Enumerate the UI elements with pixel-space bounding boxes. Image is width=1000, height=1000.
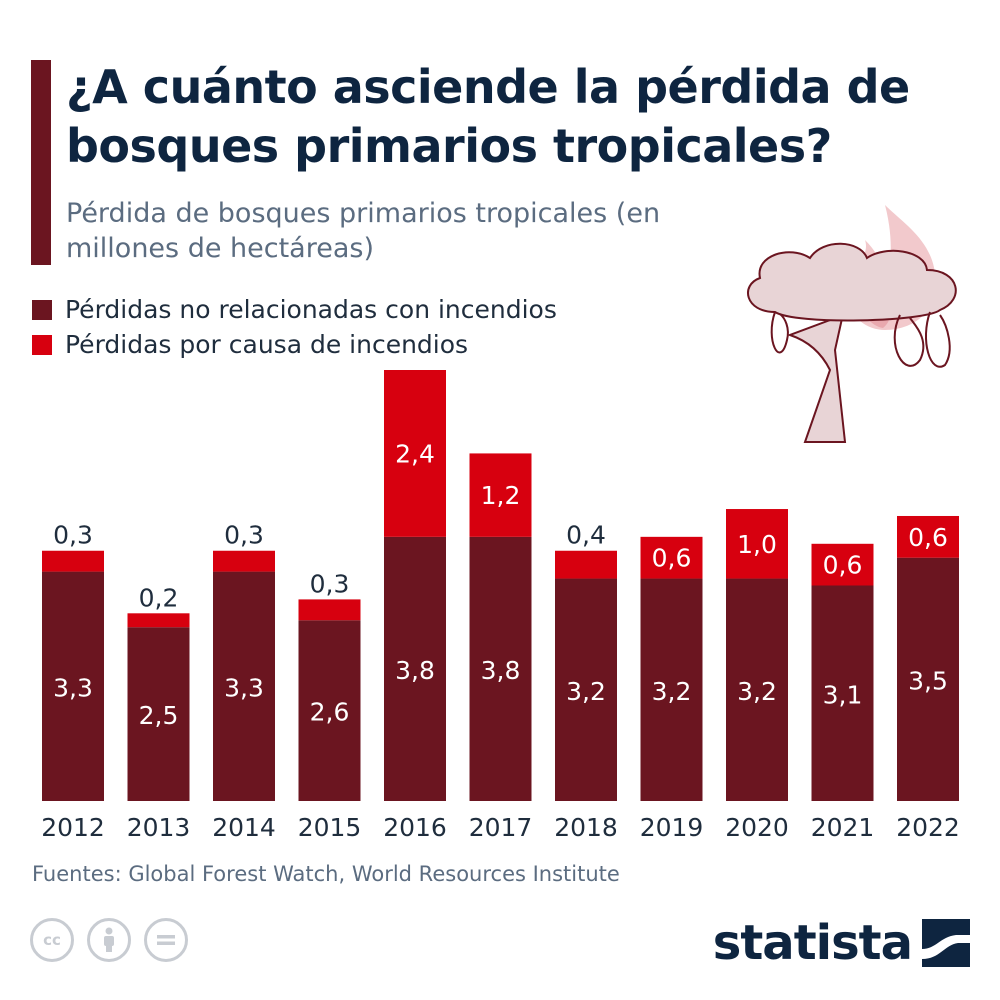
burning-tree-icon	[747, 205, 957, 443]
bar-non-fire-2018	[555, 578, 617, 801]
label-fire-2019: 0,6	[652, 544, 692, 573]
label-non-fire-2019: 3,2	[652, 677, 692, 706]
label-fire-2015: 0,3	[310, 569, 350, 598]
x-tick-2017: 2017	[469, 813, 533, 842]
label-fire-2013: 0,2	[139, 583, 179, 612]
bar-non-fire-2019	[640, 578, 703, 801]
bar-non-fire-2015	[298, 620, 361, 801]
bar-fire-2022	[897, 515, 959, 558]
legend: Pérdidas no relacionadas con incendios P…	[32, 292, 557, 362]
label-non-fire-2018: 3,2	[566, 677, 606, 706]
label-non-fire-2020: 3,2	[737, 677, 777, 706]
bar-fire-2017	[469, 453, 532, 537]
legend-swatch-fire	[32, 334, 52, 355]
label-non-fire-2022: 3,5	[908, 666, 948, 695]
x-tick-2013: 2013	[127, 813, 191, 842]
bar-non-fire-2021	[811, 585, 874, 801]
cc-icon[interactable]: cc	[30, 918, 74, 962]
label-non-fire-2015: 2,6	[310, 698, 350, 727]
bar-non-fire-2017	[469, 536, 532, 801]
label-non-fire-2014: 3,3	[224, 673, 264, 702]
statista-logo-icon	[922, 919, 970, 967]
bar-fire-2015	[298, 599, 361, 621]
legend-item-non-fire: Pérdidas no relacionadas con incendios	[32, 292, 557, 327]
legend-label-fire: Pérdidas por causa de incendios	[65, 330, 469, 359]
brand-name: statista	[712, 915, 913, 971]
bar-fire-2012	[42, 550, 104, 572]
legend-label-non-fire: Pérdidas no relacionadas con incendios	[65, 295, 557, 324]
label-fire-2020: 1,0	[737, 530, 777, 559]
bar-fire-2014	[213, 550, 275, 572]
x-tick-2021: 2021	[811, 813, 875, 842]
bar-non-fire-2013	[127, 627, 190, 801]
bar-fire-2019	[640, 536, 703, 579]
label-fire-2014: 0,3	[224, 521, 264, 550]
label-non-fire-2013: 2,5	[139, 701, 179, 730]
statista-logo[interactable]: statista	[713, 915, 970, 971]
label-non-fire-2017: 3,8	[481, 656, 521, 685]
source-note: Fuentes: Global Forest Watch, World Reso…	[32, 862, 620, 886]
label-fire-2022: 0,6	[908, 523, 948, 552]
label-non-fire-2021: 3,1	[823, 680, 863, 709]
x-tick-2019: 2019	[640, 813, 704, 842]
label-fire-2018: 0,4	[566, 521, 606, 550]
x-tick-2015: 2015	[298, 813, 362, 842]
x-tick-2014: 2014	[212, 813, 276, 842]
chart-title: ¿A cuánto asciende la pérdida de bosques…	[66, 60, 910, 173]
bar-non-fire-2016	[384, 536, 446, 801]
legend-item-fire: Pérdidas por causa de incendios	[32, 327, 557, 362]
stacked-bar-chart: 3,3 0,3 2012 2,5 0,2 2013 3,3 0,3 2014 2,6 0,3 2015…	[41, 370, 960, 842]
label-fire-2021: 0,6	[823, 551, 863, 580]
x-tick-2012: 2012	[41, 813, 105, 842]
no-derivatives-icon[interactable]	[144, 918, 188, 962]
x-tick-2020: 2020	[725, 813, 789, 842]
bar-fire-2013	[127, 613, 190, 628]
bar-non-fire-2022	[897, 557, 959, 801]
x-tick-2022: 2022	[896, 813, 960, 842]
bar-fire-2016	[384, 370, 446, 537]
x-tick-2018: 2018	[554, 813, 618, 842]
bar-non-fire-2014	[213, 571, 275, 801]
attribution-icon[interactable]	[87, 918, 131, 962]
bar-fire-2020	[726, 509, 788, 579]
bar-fire-2018	[555, 550, 617, 579]
accent-bar	[31, 60, 51, 265]
label-non-fire-2012: 3,3	[53, 673, 93, 702]
legend-swatch-non-fire	[32, 299, 52, 320]
chart-subtitle: Pérdida de bosques primarios tropicales …	[66, 198, 661, 264]
bar-fire-2021	[811, 543, 874, 586]
label-non-fire-2016: 3,8	[395, 656, 435, 685]
license-icons: cc	[30, 918, 188, 962]
label-fire-2012: 0,3	[53, 521, 93, 550]
x-tick-2016: 2016	[383, 813, 447, 842]
label-fire-2016: 2,4	[395, 439, 435, 468]
bar-non-fire-2012	[42, 571, 104, 801]
label-fire-2017: 1,2	[481, 481, 521, 510]
bar-non-fire-2020	[726, 578, 788, 801]
